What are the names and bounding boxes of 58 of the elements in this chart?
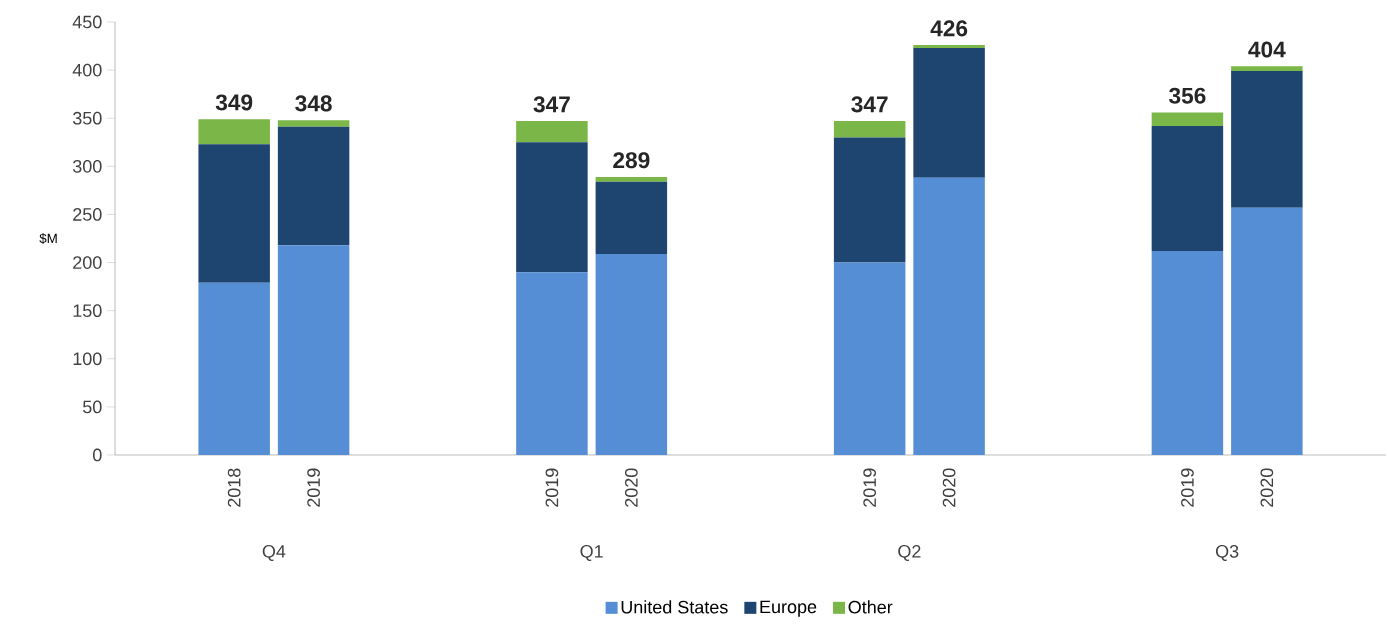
bar <box>516 142 588 273</box>
bar <box>277 120 350 127</box>
total-label: 289 <box>613 152 650 169</box>
total-label: 404 <box>1248 41 1286 58</box>
legend-label: Other <box>848 600 893 614</box>
y-tick-label: 250 <box>73 208 102 221</box>
y-tick-label: 150 <box>73 304 102 318</box>
bar <box>1231 207 1303 455</box>
bar <box>516 272 588 455</box>
total-label: 348 <box>295 95 332 112</box>
x-tick-label: 2019 <box>545 468 559 507</box>
bar <box>516 121 588 143</box>
legend-label: Europe <box>760 600 817 617</box>
bar <box>1151 112 1224 126</box>
y-tick-label: 300 <box>72 159 102 173</box>
bar <box>833 121 906 138</box>
bar <box>277 245 350 455</box>
bar <box>833 137 906 263</box>
total-label: 356 <box>1169 87 1206 104</box>
y-tick-label: 0 <box>93 448 102 462</box>
total-label: 347 <box>851 96 888 113</box>
x-tick-label: 2019 <box>307 468 320 507</box>
bar <box>595 253 668 455</box>
bar <box>913 45 985 48</box>
bar <box>198 119 270 145</box>
bar <box>198 282 270 455</box>
bar <box>833 262 906 455</box>
total-label: 349 <box>215 94 253 111</box>
x-tick-label: 2019 <box>1181 468 1194 507</box>
total-label: 426 <box>930 20 968 37</box>
x-tick-label: 2018 <box>227 468 241 507</box>
text: Q4 <box>262 545 286 561</box>
bar <box>1151 125 1224 251</box>
y-tick-label: 100 <box>73 352 102 366</box>
y-tick-label: 350 <box>72 111 102 125</box>
total-label: 347 <box>533 96 570 113</box>
y-axis-title: $M <box>39 233 57 244</box>
y-tick-label: 400 <box>72 63 102 77</box>
x-tick-label: 2020 <box>1260 468 1274 507</box>
bar <box>913 47 985 178</box>
bar <box>595 181 668 254</box>
bar <box>277 126 350 246</box>
text: Q2 <box>898 545 921 561</box>
legend-label: United States <box>621 600 728 614</box>
x-tick-label: 2019 <box>863 468 877 507</box>
bar <box>1231 66 1303 72</box>
bar <box>1231 71 1303 208</box>
bar <box>198 144 270 283</box>
bar <box>1151 251 1224 455</box>
y-tick-label: 200 <box>73 256 102 269</box>
y-tick-label: 50 <box>82 400 102 414</box>
x-tick-label: 2020 <box>942 468 956 507</box>
bar <box>913 177 985 455</box>
x-tick-label: 2020 <box>624 468 638 507</box>
text: Q3 <box>1215 545 1239 561</box>
y-tick-label: 450 <box>72 15 102 29</box>
bar <box>595 176 668 182</box>
text: Q1 <box>580 545 603 561</box>
